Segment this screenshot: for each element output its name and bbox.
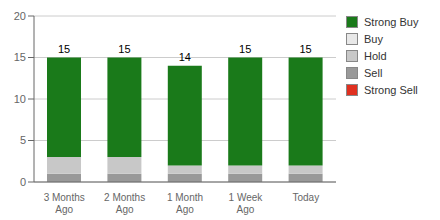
svg-text:1 WeekAgo: 1 WeekAgo — [229, 192, 264, 215]
svg-text:1 MonthAgo: 1 MonthAgo — [167, 192, 203, 215]
svg-text:3 MonthsAgo: 3 MonthsAgo — [44, 192, 85, 215]
svg-text:15: 15 — [118, 43, 130, 55]
html-text:Buy: Buy — [364, 33, 383, 45]
svg-text:0: 0 — [20, 176, 26, 188]
svg-text:15: 15 — [239, 43, 251, 55]
svg-text:5: 5 — [20, 134, 26, 146]
html-text:Strong Buy: Strong Buy — [364, 16, 419, 28]
svg-text:20: 20 — [14, 10, 26, 22]
svg-text:15: 15 — [14, 51, 26, 63]
svg-text:2 MonthsAgo: 2 MonthsAgo — [104, 192, 145, 215]
html-text:Strong Sell: Strong Sell — [364, 84, 418, 96]
svg-text:14: 14 — [179, 51, 191, 63]
svg-text:15: 15 — [299, 43, 311, 55]
svg-text:10: 10 — [14, 93, 26, 105]
svg-text:Today: Today — [292, 192, 319, 203]
html-text:Sell: Sell — [364, 67, 383, 79]
html-text:Hold: Hold — [364, 50, 387, 62]
svg-text:15: 15 — [58, 43, 70, 55]
